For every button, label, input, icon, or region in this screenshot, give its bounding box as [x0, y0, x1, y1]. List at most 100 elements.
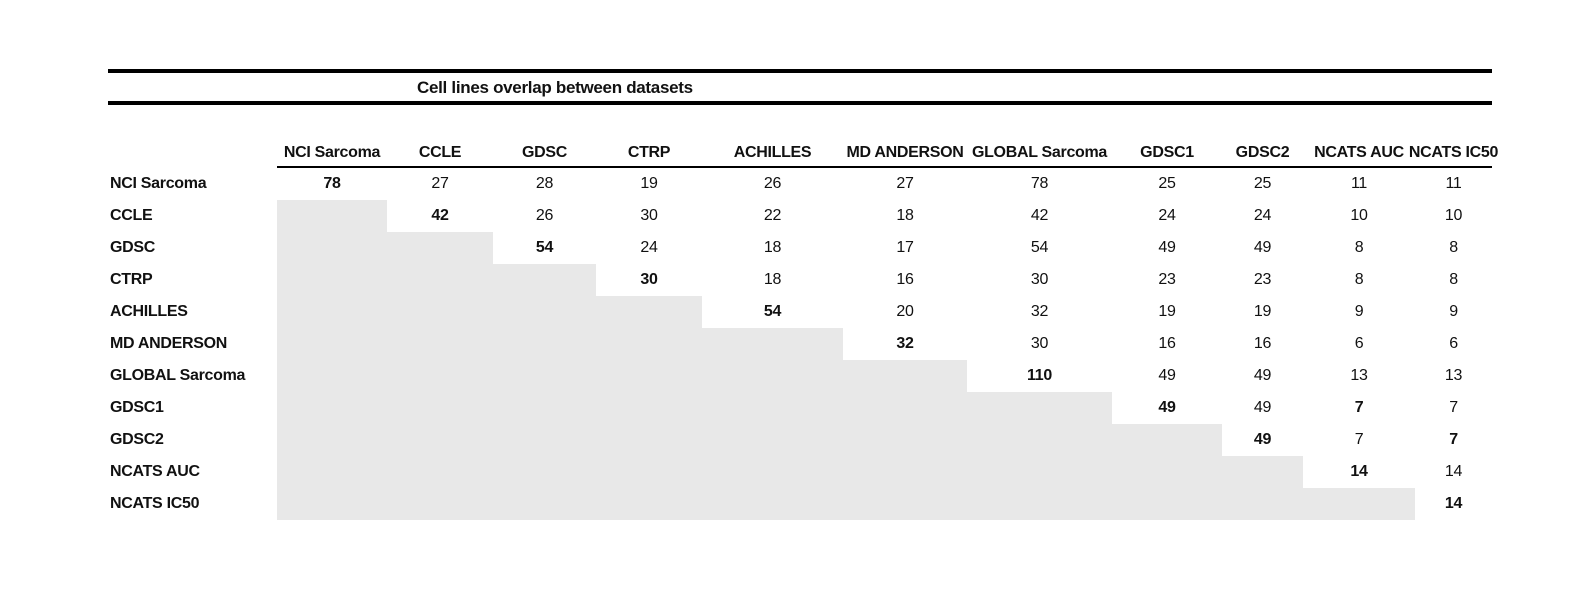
row-label: NCATS IC50 [110, 495, 200, 512]
shaded-cell [596, 424, 702, 456]
shaded-cell [493, 264, 596, 296]
row-label: NCI Sarcoma [110, 175, 207, 192]
shaded-cell [702, 424, 843, 456]
row-label: GLOBAL Sarcoma [110, 367, 246, 384]
matrix-cell: 8 [1354, 271, 1364, 288]
matrix-cell: 54 [763, 303, 782, 320]
matrix-cell: 7 [1354, 431, 1364, 448]
shaded-cell [967, 392, 1112, 424]
shaded-cell [702, 360, 843, 392]
row-label: CCLE [110, 207, 153, 224]
shaded-cell [702, 328, 843, 360]
shaded-cell [493, 424, 596, 456]
shaded-cell [387, 264, 493, 296]
shaded-cell [277, 200, 387, 232]
row-label: ACHILLES [110, 303, 188, 320]
shaded-cell [277, 456, 387, 488]
corner-cell [108, 138, 277, 168]
matrix-cell: 49 [1253, 399, 1272, 416]
column-header: GDSC [493, 138, 596, 168]
matrix-cell: 54 [1030, 239, 1049, 256]
table-title: Cell lines overlap between datasets [417, 78, 693, 97]
shaded-cell [387, 296, 493, 328]
matrix-cell: 18 [763, 271, 782, 288]
shaded-cell [1112, 488, 1222, 520]
matrix-cell: 49 [1253, 431, 1272, 448]
matrix-cell: 49 [1253, 239, 1272, 256]
matrix-cell: 30 [640, 271, 658, 288]
matrix-cell: 24 [1253, 207, 1272, 224]
shaded-cell [702, 392, 843, 424]
matrix-cell: 9 [1449, 303, 1458, 320]
row-label: NCATS AUC [110, 463, 200, 480]
shaded-cell [1222, 488, 1303, 520]
matrix-cell: 42 [1030, 207, 1049, 224]
column-header: ACHILLES [702, 138, 843, 168]
shaded-cell [277, 328, 387, 360]
shaded-cell [387, 488, 493, 520]
matrix-cell: 8 [1449, 271, 1458, 288]
matrix-cell: 27 [896, 175, 914, 192]
shaded-cell [387, 456, 493, 488]
matrix-cell: 78 [323, 175, 341, 192]
matrix-cell: 24 [1158, 207, 1176, 224]
matrix-cell: 24 [640, 239, 658, 256]
shaded-cell [702, 456, 843, 488]
shaded-cell [596, 456, 702, 488]
row-label: GDSC2 [110, 431, 164, 448]
shaded-cell [277, 360, 387, 392]
shaded-cell [843, 488, 967, 520]
shaded-cell [493, 328, 596, 360]
matrix-cell: 20 [896, 303, 914, 320]
matrix-cell: 11 [1445, 175, 1462, 192]
matrix-cell: 8 [1449, 239, 1458, 256]
column-header: CTRP [596, 138, 702, 168]
matrix-cell: 54 [535, 239, 554, 256]
shaded-cell [493, 488, 596, 520]
shaded-cell [843, 456, 967, 488]
matrix-cell: 8 [1354, 239, 1364, 256]
shaded-cell [387, 424, 493, 456]
row-label: GDSC1 [110, 399, 164, 416]
matrix-cell: 23 [1253, 271, 1272, 288]
matrix-cell: 17 [896, 239, 914, 256]
matrix-cell: 27 [431, 175, 449, 192]
matrix-cell: 23 [1158, 271, 1176, 288]
matrix-cell: 14 [1444, 495, 1463, 512]
matrix-cell: 30 [1030, 271, 1049, 288]
top-rule [108, 69, 1492, 73]
matrix-cell: 11 [1350, 175, 1367, 192]
matrix-cell: 16 [896, 271, 914, 288]
shaded-cell [387, 232, 493, 264]
matrix-cell: 25 [1253, 175, 1272, 192]
matrix-cell: 10 [1444, 207, 1463, 224]
shaded-cell [387, 392, 493, 424]
matrix-cell: 16 [1158, 335, 1176, 352]
matrix-cell: 9 [1354, 303, 1364, 320]
matrix-cell: 30 [640, 207, 658, 224]
matrix-cell: 49 [1253, 367, 1272, 384]
matrix-cell: 30 [1030, 335, 1049, 352]
shaded-cell [596, 328, 702, 360]
shaded-cell [967, 456, 1112, 488]
shaded-cell [277, 424, 387, 456]
column-header: GLOBAL Sarcoma [967, 138, 1112, 168]
shaded-cell [1112, 424, 1222, 456]
matrix-cell: 49 [1158, 399, 1176, 416]
shaded-cell [1303, 488, 1415, 520]
column-header: GDSC1 [1112, 138, 1222, 168]
shaded-cell [967, 488, 1112, 520]
shaded-cell [843, 424, 967, 456]
shaded-cell [843, 360, 967, 392]
matrix-cell: 28 [535, 175, 554, 192]
shaded-cell [277, 264, 387, 296]
matrix-cell: 110 [1027, 367, 1052, 384]
matrix-cell: 13 [1444, 367, 1463, 384]
shaded-cell [596, 488, 702, 520]
matrix-cell: 19 [1158, 303, 1176, 320]
matrix-cell: 14 [1444, 463, 1463, 480]
shaded-cell [596, 392, 702, 424]
shaded-cell [1112, 456, 1222, 488]
matrix-cell: 16 [1253, 335, 1272, 352]
matrix-cell: 10 [1350, 207, 1368, 224]
